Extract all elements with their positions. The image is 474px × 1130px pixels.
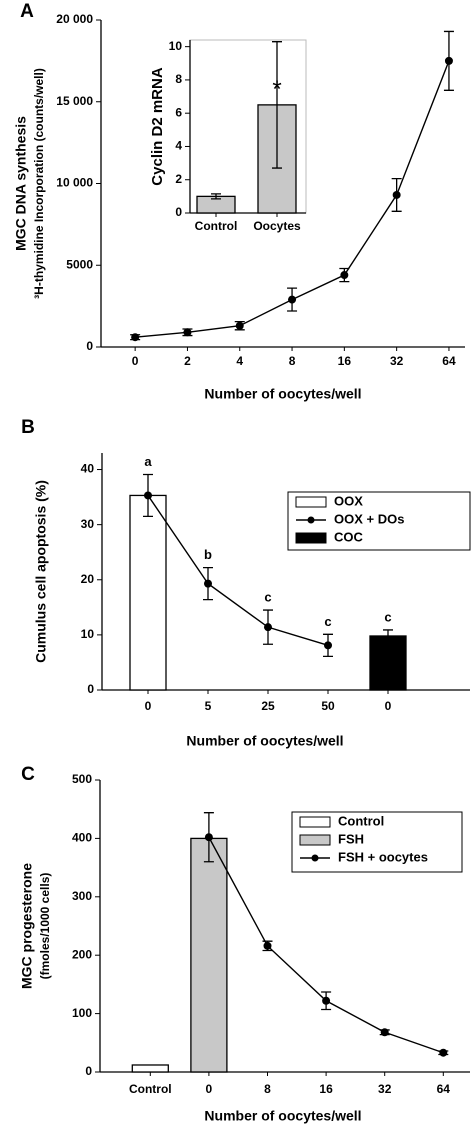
point	[204, 579, 212, 588]
y-axis-label: Cyclin D2 mRNA	[149, 67, 166, 186]
legend-swatch	[311, 854, 319, 862]
point	[324, 641, 332, 650]
y-tick-label: 500	[72, 772, 92, 786]
y-axis-label: (fmoles/1000 cells)	[38, 873, 52, 980]
legend-label: OOX	[334, 493, 363, 508]
annotation: c	[324, 614, 331, 629]
legend-swatch	[307, 516, 315, 524]
y-tick-label: 15 000	[56, 94, 93, 108]
y-tick-label: 100	[72, 1006, 92, 1020]
bar	[131, 1064, 169, 1073]
point	[131, 333, 140, 342]
point	[235, 321, 244, 330]
y-tick-label: 2	[175, 172, 182, 186]
point	[263, 941, 272, 950]
legend-swatch	[295, 532, 327, 544]
point	[392, 190, 401, 199]
y-tick-label: 0	[86, 339, 93, 353]
x-tick-label: 8	[264, 1082, 271, 1096]
annotation: b	[204, 547, 212, 562]
y-axis-label: Cumulus cell apoptosis (%)	[33, 480, 49, 663]
y-axis-label: ³H-thymidine Incorporation (counts/well)	[32, 68, 46, 299]
point	[288, 295, 297, 304]
x-tick-label: 32	[378, 1082, 392, 1096]
legend-label: COC	[334, 529, 364, 544]
panel-label: C	[21, 764, 35, 785]
y-tick-label: 5000	[66, 257, 93, 271]
annotation: a	[144, 454, 152, 469]
y-tick-label: 30	[81, 517, 95, 531]
panel-label: A	[20, 1, 34, 22]
y-tick-label: 10	[169, 39, 183, 53]
bar	[129, 494, 167, 691]
point	[144, 491, 152, 500]
y-tick-label: 300	[72, 889, 92, 903]
point	[264, 623, 272, 632]
y-tick-label: 0	[175, 205, 182, 219]
x-axis-label: Number of oocytes/well	[186, 733, 343, 749]
x-tick-label: Oocytes	[253, 219, 301, 233]
bar	[190, 837, 228, 1073]
y-axis-label: MGC DNA synthesis	[13, 116, 29, 251]
annotation: c	[264, 590, 271, 605]
y-tick-label: 0	[87, 682, 94, 696]
point	[340, 271, 349, 280]
error-bar	[211, 193, 221, 200]
x-tick-label: 0	[206, 1082, 213, 1096]
legend-label: FSH + oocytes	[338, 849, 428, 864]
legend-label: Control	[338, 813, 384, 828]
x-tick-label: 25	[261, 699, 275, 713]
y-tick-label: 10	[81, 627, 95, 641]
legend-swatch	[295, 496, 327, 508]
annotation: c	[384, 609, 391, 624]
legend-swatch	[299, 834, 331, 846]
y-tick-label: 200	[72, 947, 92, 961]
y-tick-label: 10 000	[56, 176, 93, 190]
y-axis-label: MGC progesterone	[19, 863, 35, 989]
legend-swatch	[299, 816, 331, 828]
x-tick-label: 8	[289, 354, 296, 368]
x-tick-label: 32	[390, 354, 404, 368]
x-tick-label: 64	[442, 354, 456, 368]
point	[183, 328, 192, 337]
x-tick-label: 0	[145, 699, 152, 713]
x-tick-label: 64	[437, 1082, 451, 1096]
y-tick-label: 4	[175, 139, 182, 153]
y-tick-label: 8	[175, 72, 182, 86]
x-tick-label: 16	[319, 1082, 333, 1096]
y-tick-label: 20	[81, 572, 95, 586]
x-tick-label: 50	[321, 699, 335, 713]
panel-label: B	[21, 417, 35, 438]
x-tick-label: 16	[338, 354, 352, 368]
error-bar	[383, 629, 393, 643]
point	[439, 1048, 448, 1057]
x-axis-label: Number of oocytes/well	[204, 386, 361, 402]
point	[204, 833, 213, 842]
x-tick-label: 0	[385, 699, 392, 713]
legend-label: FSH	[338, 831, 364, 846]
y-tick-label: 20 000	[56, 12, 93, 26]
x-tick-label: Control	[195, 219, 238, 233]
x-tick-label: 0	[132, 354, 139, 368]
x-tick-label: 5	[205, 699, 212, 713]
point	[380, 1028, 389, 1037]
y-tick-label: 0	[85, 1064, 92, 1078]
x-tick-label: Control	[129, 1082, 172, 1096]
x-tick-label: 4	[236, 354, 243, 368]
bar	[369, 635, 407, 691]
x-axis-label: Number of oocytes/well	[204, 1108, 361, 1124]
point	[444, 56, 453, 65]
point	[322, 996, 331, 1005]
annotation: *	[272, 76, 281, 103]
x-tick-label: 2	[184, 354, 191, 368]
error-bar	[272, 41, 282, 169]
line	[147, 495, 329, 647]
y-tick-label: 40	[81, 462, 95, 476]
y-tick-label: 400	[72, 831, 92, 845]
legend-label: OOX + DOs	[334, 511, 404, 526]
y-tick-label: 6	[175, 105, 182, 119]
